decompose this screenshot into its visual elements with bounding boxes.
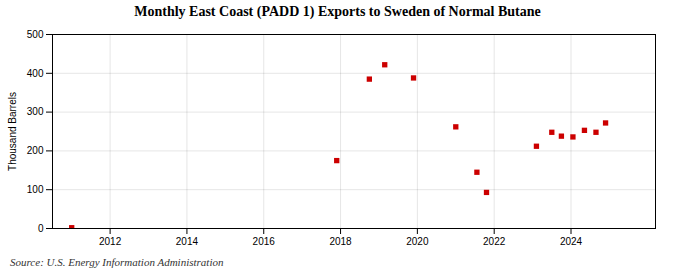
svg-text:2018: 2018 — [329, 236, 352, 247]
svg-text:Thousand Barrels: Thousand Barrels — [7, 92, 18, 171]
svg-text:2024: 2024 — [560, 236, 583, 247]
svg-text:200: 200 — [27, 145, 44, 156]
svg-text:2014: 2014 — [176, 236, 199, 247]
html-text:Source: U.S. Energy Informatio: Source: U.S. Energy Information Administ… — [10, 256, 224, 268]
svg-text:2022: 2022 — [483, 236, 506, 247]
svg-text:500: 500 — [27, 29, 44, 40]
svg-text:2020: 2020 — [406, 236, 429, 247]
svg-text:2016: 2016 — [253, 236, 276, 247]
svg-text:2012: 2012 — [99, 236, 122, 247]
svg-text:400: 400 — [27, 68, 44, 79]
svg-text:0: 0 — [38, 223, 44, 234]
html-text:Monthly East Coast (PADD 1) Ex: Monthly East Coast (PADD 1) Exports to S… — [134, 4, 541, 19]
svg-text:300: 300 — [27, 106, 44, 117]
svg-text:100: 100 — [27, 184, 44, 195]
